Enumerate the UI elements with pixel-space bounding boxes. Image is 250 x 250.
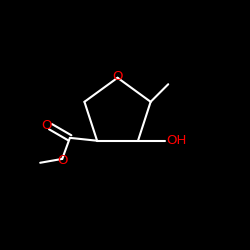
Text: OH: OH: [166, 134, 187, 147]
Text: O: O: [42, 119, 52, 132]
Text: O: O: [57, 154, 68, 167]
Text: O: O: [112, 70, 123, 83]
